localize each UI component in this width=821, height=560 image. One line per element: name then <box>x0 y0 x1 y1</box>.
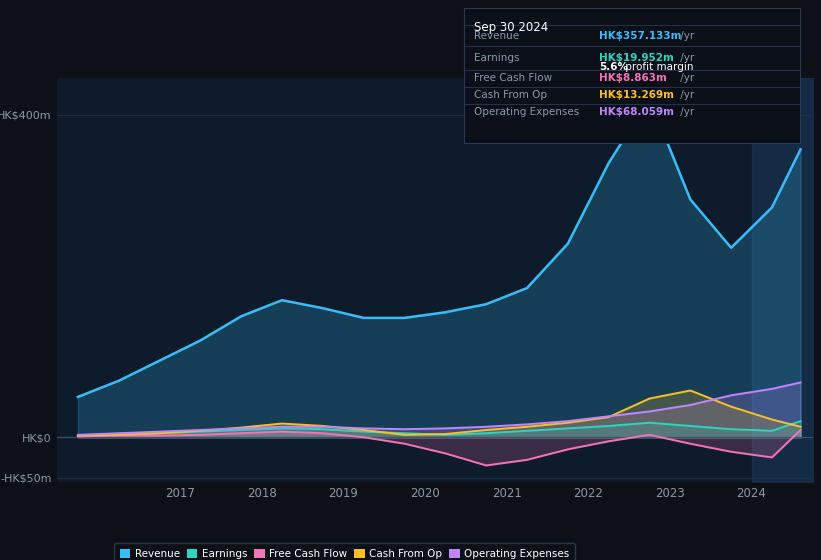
Text: Free Cash Flow: Free Cash Flow <box>474 73 552 83</box>
Text: /yr: /yr <box>677 90 695 100</box>
Text: /yr: /yr <box>677 107 695 117</box>
Legend: Revenue, Earnings, Free Cash Flow, Cash From Op, Operating Expenses: Revenue, Earnings, Free Cash Flow, Cash … <box>113 543 576 560</box>
Text: HK$8.863m: HK$8.863m <box>599 73 667 83</box>
Text: Sep 30 2024: Sep 30 2024 <box>474 21 548 34</box>
Text: HK$13.269m: HK$13.269m <box>599 90 674 100</box>
Text: 5.6%: 5.6% <box>599 62 628 72</box>
Text: profit margin: profit margin <box>622 62 694 72</box>
Text: Revenue: Revenue <box>474 31 519 41</box>
Text: Cash From Op: Cash From Op <box>474 90 547 100</box>
Text: Earnings: Earnings <box>474 53 519 63</box>
Text: /yr: /yr <box>677 73 695 83</box>
Text: /yr: /yr <box>677 53 695 63</box>
Text: /yr: /yr <box>677 31 695 41</box>
Text: HK$357.133m: HK$357.133m <box>599 31 681 41</box>
Text: HK$68.059m: HK$68.059m <box>599 107 674 117</box>
Text: Operating Expenses: Operating Expenses <box>474 107 579 117</box>
Text: HK$19.952m: HK$19.952m <box>599 53 674 63</box>
